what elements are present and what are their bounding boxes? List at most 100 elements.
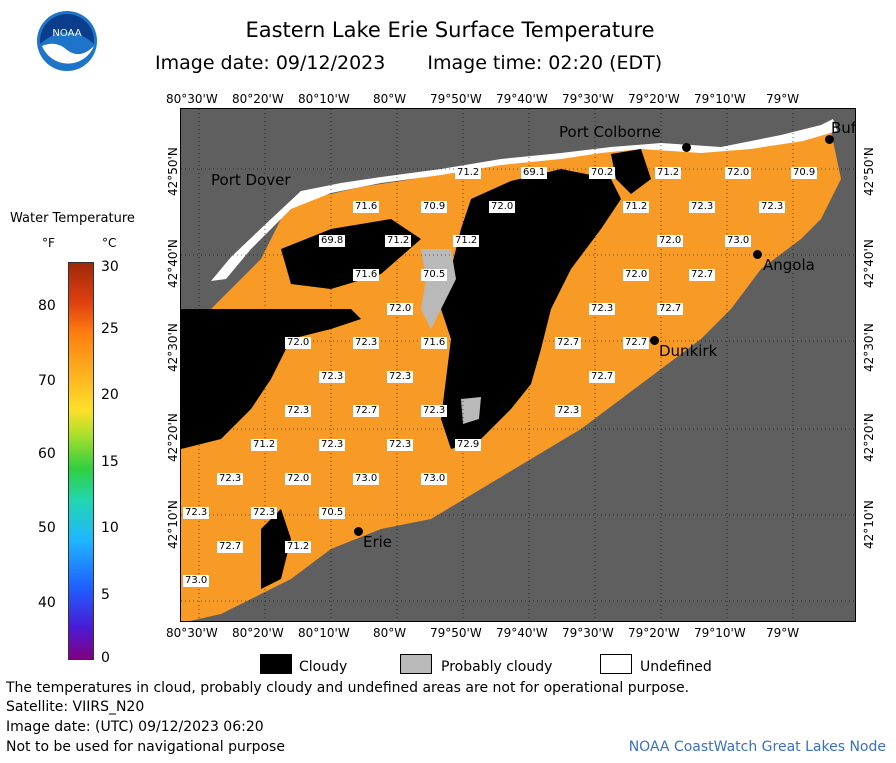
city-marker-port-colborne (682, 143, 691, 152)
f-tick: 80 (38, 298, 56, 314)
temperature-label: 72.7 (555, 337, 582, 349)
temperature-label: 69.1 (521, 167, 548, 179)
lat-label: 42°10'N (862, 500, 876, 549)
lon-label: 80°20'W (232, 92, 284, 106)
temperature-label: 69.8 (319, 235, 346, 247)
temperature-label: 71.2 (455, 167, 482, 179)
lon-label: 79°10'W (694, 626, 746, 640)
c-tick: 15 (101, 454, 119, 470)
legend-fahrenheit-unit: °F (42, 236, 55, 250)
temperature-label: 71.2 (623, 201, 650, 213)
lat-lon-grid (181, 109, 855, 621)
temperature-label: 70.2 (589, 167, 616, 179)
city-label-erie: Erie (363, 533, 393, 551)
temperature-label: 72.3 (319, 439, 346, 451)
temperature-label: 71.6 (421, 337, 448, 349)
footer-credit: NOAA CoastWatch Great Lakes Node (628, 739, 886, 755)
temperature-label: 71.6 (353, 201, 380, 213)
lon-label: 79°20'W (628, 626, 680, 640)
temperature-label: 72.7 (623, 337, 650, 349)
temperature-label: 72.3 (589, 303, 616, 315)
undefined-swatch (600, 654, 632, 674)
lat-label: 42°40'N (862, 239, 876, 288)
temperature-label: 72.3 (217, 473, 244, 485)
f-tick: 40 (38, 595, 56, 611)
c-tick: 30 (101, 259, 119, 275)
temperature-label: 72.0 (657, 235, 684, 247)
city-label-port-colborne: Port Colborne (559, 123, 661, 141)
c-tick: 0 (101, 650, 110, 666)
cloud-south-inlet (261, 509, 291, 589)
lon-label: 80°20'W (232, 626, 284, 640)
footer-utc-date: Image date: (UTC) 09/12/2023 06:20 (6, 719, 264, 735)
logo-text: NOAA (52, 28, 81, 39)
city-marker-angola (753, 250, 762, 259)
temperature-label: 72.3 (251, 507, 278, 519)
lake-erie-map: 71.2 69.1 70.2 71.2 72.0 70.9 71.6 70.9 … (180, 108, 856, 622)
temperature-label: 72.0 (725, 167, 752, 179)
temperature-label: 72.7 (657, 303, 684, 315)
lon-label: 79°20'W (628, 92, 680, 106)
city-label-angola: Angola (763, 256, 815, 274)
noaa-logo-icon: NOAA (37, 11, 97, 71)
f-tick: 60 (38, 446, 56, 462)
cloudy-swatch (260, 654, 292, 674)
city-label-buffalo: Buf (831, 119, 856, 137)
lat-label: 42°40'N (166, 239, 180, 288)
map-title: Eastern Lake Erie Surface Temperature (245, 18, 655, 42)
temperature-label: 72.3 (689, 201, 716, 213)
temperature-label: 72.0 (285, 337, 312, 349)
lat-label: 42°50'N (862, 147, 876, 196)
lon-label: 79°50'W (430, 626, 482, 640)
c-tick: 25 (101, 321, 119, 337)
lat-label: 42°30'N (862, 323, 876, 372)
cloud-center (441, 169, 621, 449)
lat-label: 42°30'N (166, 323, 180, 372)
temperature-label: 71.2 (453, 235, 480, 247)
temperature-label: 73.0 (183, 575, 210, 587)
city-marker-dunkirk (650, 336, 659, 345)
lat-label: 42°10'N (166, 500, 180, 549)
f-tick: 70 (38, 373, 56, 389)
probably-cloudy-label: Probably cloudy (441, 659, 553, 675)
temperature-label: 72.3 (387, 371, 414, 383)
lon-label: 79°W (766, 92, 800, 106)
lon-label: 80°W (373, 92, 407, 106)
lon-label: 80°10'W (298, 92, 350, 106)
temperature-colorbar (68, 262, 94, 660)
lon-label: 79°10'W (694, 92, 746, 106)
map-canvas (181, 109, 855, 621)
temperature-label: 70.9 (421, 201, 448, 213)
c-tick: 20 (101, 387, 119, 403)
lat-label: 42°20'N (862, 413, 876, 462)
footer-nav-warning: Not to be used for navigational purpose (6, 739, 285, 755)
temperature-label: 72.3 (285, 405, 312, 417)
temperature-label: 72.3 (353, 337, 380, 349)
image-date-time: Image date: 09/12/2023 Image time: 02:20… (155, 52, 698, 74)
temperature-label: 73.0 (353, 473, 380, 485)
lon-label: 80°30'W (166, 92, 218, 106)
temperature-label: 71.2 (285, 541, 312, 553)
city-marker-buffalo (825, 135, 834, 144)
temperature-label: 72.0 (285, 473, 312, 485)
temperature-label: 72.7 (589, 371, 616, 383)
temperature-label: 71.2 (251, 439, 278, 451)
temperature-label: 71.6 (353, 269, 380, 281)
temperature-label: 72.0 (623, 269, 650, 281)
temperature-label: 72.3 (387, 439, 414, 451)
legend-celsius-unit: °C (102, 236, 117, 250)
legend-title: Water Temperature (10, 211, 135, 226)
c-tick: 10 (101, 520, 119, 536)
temperature-label: 72.3 (421, 405, 448, 417)
cloud-northeast (611, 149, 651, 194)
temperature-label: 70.9 (791, 167, 818, 179)
temperature-label: 72.9 (455, 439, 482, 451)
lon-label: 80°10'W (298, 626, 350, 640)
probably-cloudy-swatch (400, 654, 432, 674)
lon-label: 79°30'W (562, 92, 614, 106)
lon-label: 79°40'W (496, 92, 548, 106)
city-marker-erie (354, 527, 363, 536)
undefined-label: Undefined (640, 659, 712, 675)
temperature-label: 72.0 (489, 201, 516, 213)
temperature-label: 72.7 (353, 405, 380, 417)
